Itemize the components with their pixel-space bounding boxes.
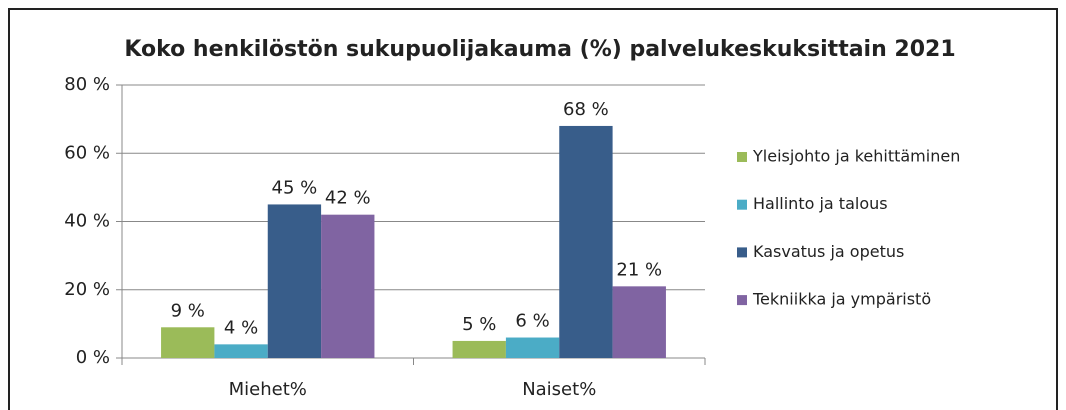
y-tick-label: 60 % [64,142,110,163]
chart-title: Koko henkilöstön sukupuolijakauma (%) pa… [124,37,955,62]
bar [161,327,215,358]
y-tick-label: 20 % [64,279,110,300]
legend-swatch [737,295,747,306]
bar [559,125,613,358]
y-tick-label: 0 % [76,347,110,368]
y-tick-label: 80 % [64,74,110,95]
legend-swatch [737,152,747,162]
bar [505,337,560,358]
data-label: 42 % [325,188,371,209]
bar [214,344,268,358]
legend-label: Tekniikka ja ympäristö [752,290,931,309]
data-label: 5 % [462,314,496,335]
data-label: 21 % [616,259,662,280]
bar [452,340,506,358]
bar [267,204,322,358]
x-tick-label: Miehet% [229,379,307,400]
data-label: 68 % [563,99,609,120]
legend-swatch [737,199,747,210]
legend-label: Hallinto ja talous [753,194,888,213]
data-label: 45 % [272,177,318,198]
legend-swatch [737,247,747,258]
x-tick-label: Naiset% [522,379,596,400]
legend-label: Kasvatus ja opetus [753,242,904,261]
y-tick-label: 40 % [64,211,110,232]
bar [321,214,375,358]
legend-label: Yleisjohto ja kehittäminen [752,147,960,166]
data-label: 6 % [515,311,549,332]
data-label: 4 % [224,317,258,338]
data-label: 9 % [171,300,205,321]
bar [612,286,666,358]
